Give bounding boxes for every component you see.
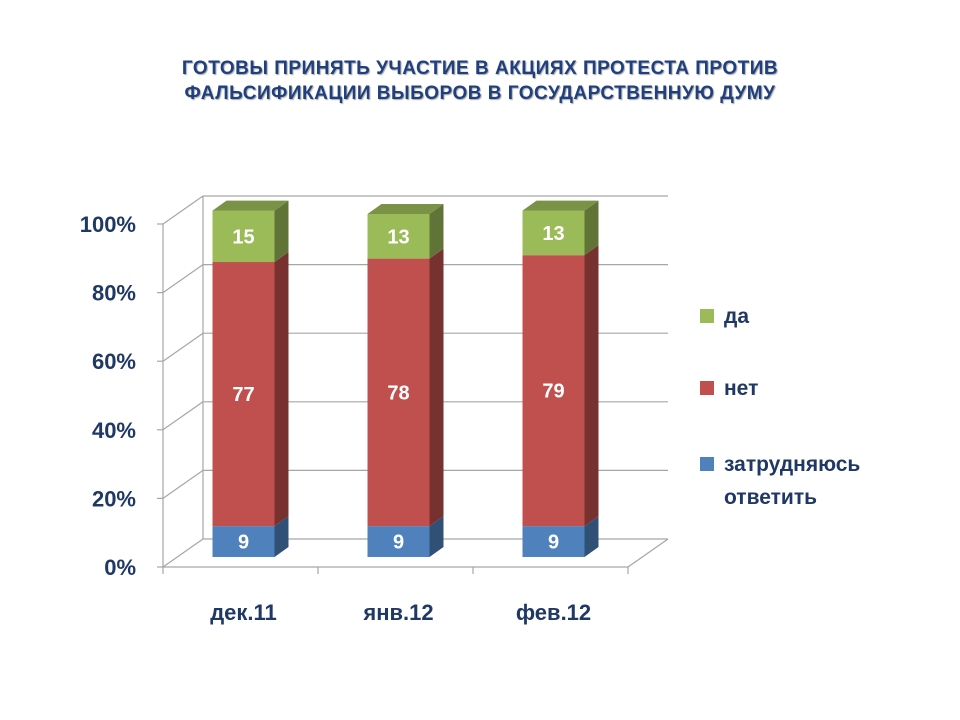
- legend-swatch-hard-to-say: [700, 457, 714, 471]
- bar-segment-side: [429, 516, 444, 557]
- bar-segment-front: [212, 526, 275, 557]
- bar-segment-side: [584, 200, 599, 256]
- data-label: 77: [232, 384, 254, 406]
- bar-segment-side: [274, 200, 289, 263]
- legend-label-hard-to-say: затрудняюсь ответить: [724, 453, 861, 509]
- legend-item-hard-to-say: затрудняюсь ответить: [700, 448, 924, 514]
- bar-segment-side: [429, 204, 444, 259]
- bar-segment-side: [584, 245, 599, 527]
- y-tick-label: 80%: [92, 281, 136, 306]
- legend-swatch-net: [700, 381, 714, 395]
- bar-segment-front: [367, 526, 430, 557]
- axis-tick-labels: дек.11 янв.12 фев.12 0% 20% 40% 60% 80% 100%: [80, 212, 591, 625]
- x-tick-label: дек.11: [210, 600, 277, 625]
- axes: [157, 196, 669, 574]
- data-label: 79: [542, 381, 564, 403]
- bar-segment-top: [212, 200, 289, 211]
- y-tick-label: 60%: [92, 349, 136, 374]
- chart-title: ГОТОВЫ ПРИНЯТЬ УЧАСТИЕ В АКЦИЯХ ПРОТЕСТА…: [0, 56, 960, 106]
- bar-segment-side: [584, 516, 599, 557]
- bar-segment-front: [522, 210, 585, 256]
- y-tick-label: 20%: [92, 486, 136, 511]
- data-label: 13: [542, 223, 564, 245]
- data-label: 9: [238, 532, 249, 554]
- side-wall-gridline: [162, 264, 204, 294]
- y-tick-label: 0%: [104, 555, 136, 580]
- data-label: 15: [232, 226, 254, 248]
- x-tick-label: фев.12: [516, 600, 591, 625]
- bar-segment-side: [274, 516, 289, 557]
- data-labels: 9 77 15 9 78 13 9 79 13: [232, 223, 564, 554]
- bar-segment-front: [212, 262, 275, 527]
- chart-title-line-2: ФАЛЬСИФИКАЦИИ ВЫБОРОВ В ГОСУДАРСТВЕННУЮ …: [184, 83, 776, 104]
- chart-title-line-1: ГОТОВЫ ПРИНЯТЬ УЧАСТИЕ В АКЦИЯХ ПРОТЕСТА…: [181, 58, 779, 79]
- bar-segment-front: [367, 214, 430, 259]
- legend-label-da: да: [724, 305, 750, 328]
- floor-right-edge: [627, 538, 669, 568]
- bar-segment-front: [367, 258, 430, 527]
- bar-segment-top: [367, 204, 444, 214]
- data-label: 13: [387, 226, 409, 248]
- bar-segment-top: [522, 200, 599, 211]
- data-label: 78: [387, 382, 409, 404]
- bar-segment-front: [522, 526, 585, 557]
- side-wall-gridline: [162, 195, 204, 225]
- data-label: 9: [393, 532, 404, 554]
- x-tick-label: янв.12: [362, 600, 433, 625]
- side-wall-gridline: [162, 538, 204, 568]
- bar-segment-front: [522, 255, 585, 527]
- side-wall-gridline: [162, 469, 204, 499]
- bars: [212, 200, 599, 557]
- legend-swatch-da: [700, 309, 714, 323]
- data-label: 9: [548, 532, 559, 554]
- side-wall-gridline: [162, 332, 204, 362]
- y-tick-label: 100%: [80, 212, 136, 237]
- y-tick-label: 40%: [92, 418, 136, 443]
- bar-segment-side: [274, 252, 289, 527]
- legend-item-net: нет: [700, 372, 924, 405]
- bar-segment-side: [429, 248, 444, 527]
- legend-label-net: нет: [724, 377, 759, 400]
- legend-item-da: да: [700, 300, 924, 333]
- side-wall-gridline: [162, 401, 204, 431]
- bar-segment-front: [212, 210, 275, 263]
